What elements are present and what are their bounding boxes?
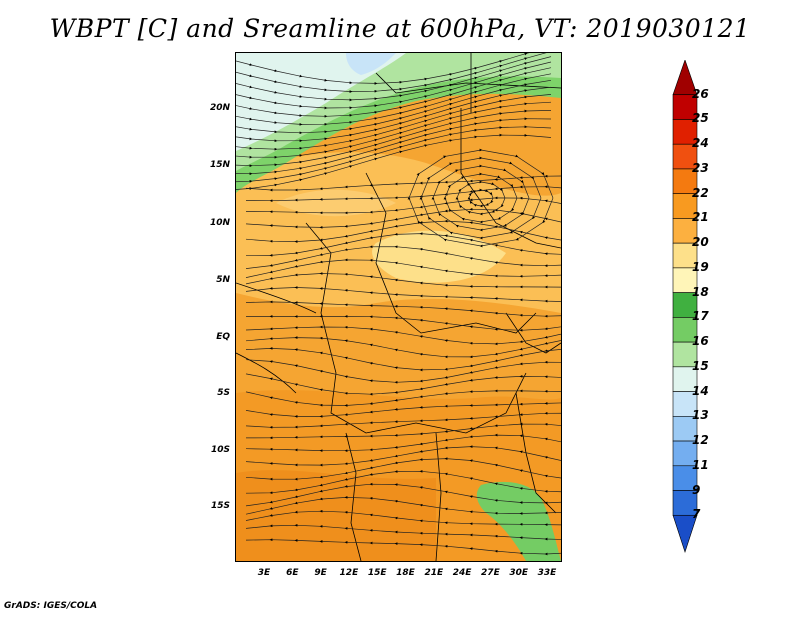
- colorbar-label: 11: [692, 457, 709, 472]
- colorbar-label: 26: [692, 86, 709, 101]
- colorbar-segment: [672, 366, 698, 392]
- lon-tick-label: 12E: [339, 568, 359, 578]
- colorbar-segment: [672, 242, 698, 269]
- streamline: [245, 286, 561, 303]
- colorbar-segment: [672, 143, 698, 170]
- colorbar-label: 13: [692, 408, 709, 423]
- lon-tick-label: 18E: [396, 568, 415, 578]
- lon-tick-label: 33E: [537, 568, 557, 578]
- colorbar-label: 21: [692, 210, 709, 225]
- colorbar-segment: [672, 490, 698, 516]
- field-band-22b: [236, 470, 436, 561]
- colorbar-segment: [672, 94, 698, 120]
- lon-tick-label: 15E: [367, 568, 387, 578]
- lat-tick-label: 20N: [209, 103, 230, 113]
- colorbar-label: 12: [692, 433, 709, 448]
- colorbar-segment: [672, 292, 698, 318]
- lon-tick-label: 21E: [424, 568, 444, 578]
- streamlines: [236, 53, 561, 556]
- colorbar-label: 7: [692, 507, 701, 522]
- lat-tick-label: 10N: [209, 218, 230, 228]
- lat-tick-label: EQ: [216, 332, 230, 342]
- lat-tick-label: 15S: [210, 501, 230, 511]
- chart-title: WBPT [C] and Sreamline at 600hPa, VT: 20…: [49, 14, 751, 43]
- lon-tick-label: 6E: [286, 568, 299, 578]
- colorbar-segment: [672, 267, 698, 293]
- colorbar-segment: [672, 119, 698, 145]
- colorbar-label: 18: [692, 284, 709, 299]
- colorbar-segment: [672, 465, 698, 491]
- lat-tick-label: 10S: [210, 445, 230, 455]
- lat-tick-label: 15N: [209, 160, 230, 170]
- lon-tick-label: 30E: [509, 568, 529, 578]
- map-plot: [235, 52, 562, 562]
- colorbar: [672, 60, 698, 553]
- colorbar-label: 17: [692, 309, 709, 324]
- colorbar-segment: [672, 193, 698, 219]
- streamline: [245, 523, 561, 541]
- lon-tick-label: 27E: [481, 568, 500, 578]
- colorbar-label: 9: [692, 482, 701, 497]
- colorbar-label: 24: [692, 136, 709, 151]
- colorbar-label: 14: [692, 383, 709, 398]
- lon-tick-label: 9E: [314, 568, 327, 578]
- wbpt-streamline-map: [236, 53, 561, 561]
- lat-tick-label: 5N: [216, 275, 230, 285]
- colorbar-label: 23: [692, 160, 709, 175]
- colorbar-segment: [672, 218, 698, 244]
- colorbar-label: 16: [692, 334, 709, 349]
- colorbar-segment: [672, 317, 698, 343]
- colorbar-label: 22: [692, 185, 709, 200]
- colorbar-label: 15: [692, 358, 709, 373]
- streamline: [407, 148, 554, 248]
- credit-label: GrADS: IGES/COLA: [4, 601, 98, 611]
- lon-tick-label: 3E: [257, 568, 271, 578]
- colorbar-label: 19: [692, 259, 709, 274]
- colorbar-segment: [672, 341, 698, 368]
- lat-tick-label: 5S: [217, 388, 230, 398]
- colorbar-label: 20: [692, 235, 709, 250]
- colorbar-segment: [672, 514, 698, 553]
- streamline: [245, 300, 561, 318]
- streamline: [245, 538, 561, 556]
- lon-tick-label: 24E: [452, 568, 472, 578]
- colorbar-segment: [672, 416, 698, 442]
- colorbar-label: 25: [692, 111, 709, 126]
